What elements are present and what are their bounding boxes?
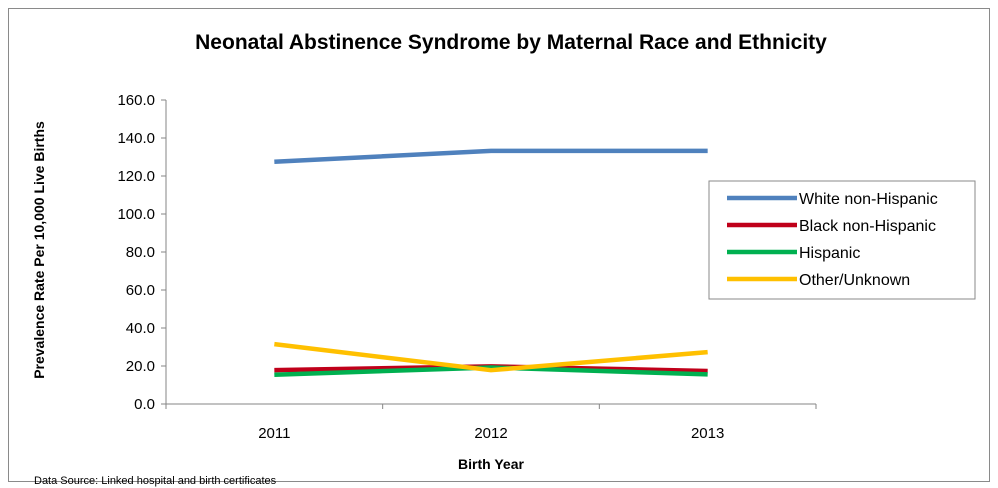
legend-label: Other/Unknown [799,272,910,289]
x-tick-label: 2011 [258,425,290,442]
y-axis-ticks: 0.0 20.0 40.0 60.0 80.0 100.0 120.0 140.0 160.0 [117,92,166,413]
y-axis-title: Prevalence Rate Per 10,000 Live Births [31,121,47,379]
data-source-note: Data Source: Linked hospital and birth c… [34,475,277,487]
y-tick-label: 80.0 [126,244,155,261]
y-tick-label: 0.0 [134,396,155,413]
x-axis-ticks: 2011 2012 2013 [165,404,817,442]
legend-label: White non-Hispanic [799,191,938,208]
legend: White non-Hispanic Black non-Hispanic Hisp… [708,180,976,300]
chart-title: Neonatal Abstinence Syndrome by Maternal… [195,31,827,54]
x-tick-label: 2012 [474,425,507,442]
y-tick-label: 160.0 [117,92,155,109]
y-tick-label: 60.0 [126,282,155,299]
y-tick-label: 100.0 [117,206,155,223]
series-line-other-unknown [274,341,708,373]
x-tick-label: 2013 [691,425,724,442]
y-tick-label: 20.0 [126,358,155,375]
y-tick-label: 120.0 [117,168,155,185]
y-tick-label: 140.0 [117,130,155,147]
legend-label: Hispanic [799,245,860,262]
series-line-hispanic [274,365,708,377]
series-line-white-non-hispanic [274,148,708,164]
x-axis-title: Birth Year [458,456,524,472]
series-lines [274,148,708,377]
chart-frame [8,8,990,482]
y-tick-label: 40.0 [126,320,155,337]
legend-label: Black non-Hispanic [799,218,936,235]
